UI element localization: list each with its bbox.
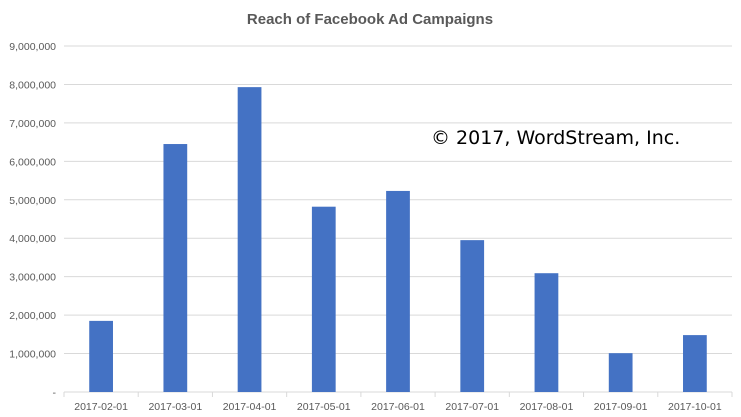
x-tick-label: 2017-02-01	[74, 401, 128, 413]
y-tick-label: -	[53, 387, 57, 399]
x-tick-label: 2017-07-01	[445, 401, 499, 413]
chart-title: Reach of Facebook Ad Campaigns	[247, 11, 493, 28]
y-tick-label: 4,000,000	[9, 233, 56, 245]
y-tick-label: 2,000,000	[9, 310, 56, 322]
bar-2017-08-01	[534, 273, 559, 392]
y-tick-label: 1,000,000	[9, 349, 56, 361]
bar-2017-02-01	[89, 320, 113, 392]
y-tick-label: 3,000,000	[9, 272, 56, 284]
bar-2017-06-01	[386, 190, 410, 392]
y-tick-label: 9,000,000	[9, 41, 56, 53]
bars	[89, 87, 707, 392]
copyright-watermark: © 2017, WordStream, Inc.	[431, 127, 680, 149]
x-tick-label: 2017-06-01	[371, 401, 425, 413]
bar-2017-09-01	[608, 353, 633, 392]
bar-2017-07-01	[460, 240, 485, 392]
x-tick-label: 2017-03-01	[148, 401, 202, 413]
bar-2017-03-01	[163, 144, 188, 392]
x-tick-label: 2017-04-01	[223, 401, 277, 413]
bar-2017-04-01	[237, 87, 262, 392]
y-tick-label: 5,000,000	[9, 195, 56, 207]
bar-2017-05-01	[311, 206, 336, 392]
y-tick-label: 6,000,000	[9, 156, 56, 168]
x-tick-label: 2017-05-01	[297, 401, 351, 413]
x-tick-label: 2017-08-01	[520, 401, 574, 413]
x-tick-label: 2017-09-01	[594, 401, 648, 413]
y-tick-label: 8,000,000	[9, 79, 56, 91]
bar-2017-10-01	[683, 335, 707, 392]
x-tick-label: 2017-10-01	[668, 401, 722, 413]
y-tick-label: 7,000,000	[9, 118, 56, 130]
x-axis-ticks: 2017-02-01 2017-03-01 2017-04-01 2017-05-01…	[63, 392, 733, 413]
y-axis-ticks: - 1,000,000 2,000,000 3,000,000 4,000,000 5,0…	[9, 41, 56, 399]
